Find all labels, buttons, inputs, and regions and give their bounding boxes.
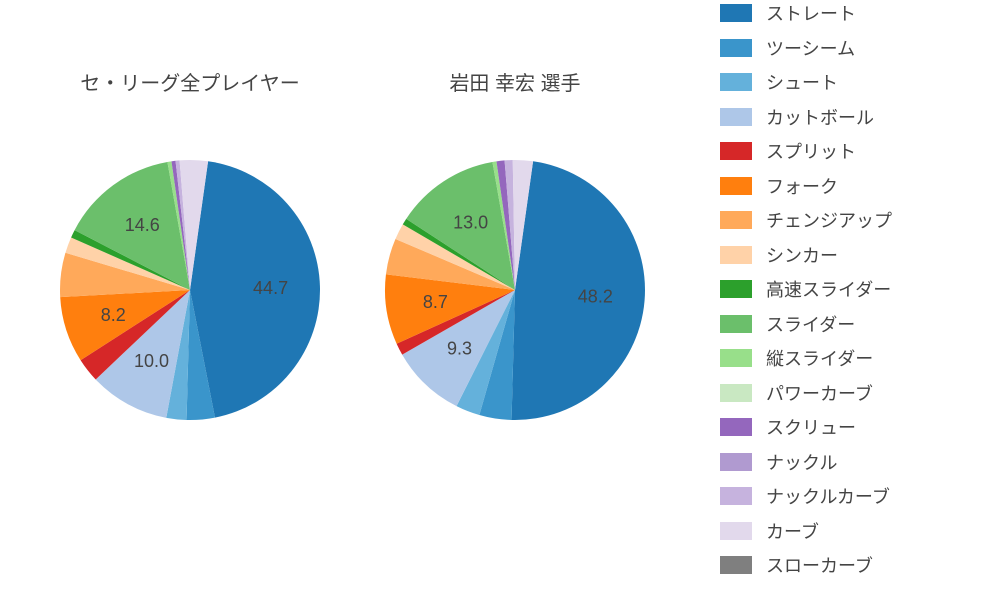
legend-item: カーブ [720,518,980,544]
legend-item: スローカーブ [720,552,980,578]
legend-label: ナックル [766,449,837,475]
chart-area: セ・リーグ全プレイヤー 44.7 10.0 8.2 14.6 岩田 幸宏 選手 48.2 9.… [0,0,680,600]
legend-label: スローカーブ [766,552,873,578]
legend-swatch [720,39,752,57]
legend-item: ナックル [720,449,980,475]
legend-swatch [720,349,752,367]
legend-item: カットボール [720,104,980,130]
legend-item: チェンジアップ [720,207,980,233]
legend-swatch [720,522,752,540]
pie-slice-label: 10.0 [134,351,169,371]
legend-swatch [720,315,752,333]
legend-label: 縦スライダー [766,345,873,371]
legend-label: ツーシーム [766,35,855,61]
legend-label: チェンジアップ [766,207,892,233]
pie-title-right: 岩田 幸宏 選手 [449,72,580,95]
legend-swatch [720,453,752,471]
legend-item: スライダー [720,311,980,337]
legend-item: フォーク [720,173,980,199]
legend-item: シュート [720,69,980,95]
legend-label: ストレート [766,0,856,26]
pie-slice-label: 9.3 [447,339,472,359]
legend-label: 高速スライダー [766,276,891,302]
pie-slice-label: 14.6 [125,215,160,235]
legend-swatch [720,556,752,574]
legend-label: ナックルカーブ [766,483,890,509]
legend-swatch [720,108,752,126]
legend-item: ツーシーム [720,35,980,61]
legend-swatch [720,418,752,436]
legend-label: パワーカーブ [766,380,873,406]
legend-label: シュート [766,69,838,95]
legend-swatch [720,211,752,229]
pie-slice-label: 48.2 [578,287,613,307]
legend-swatch [720,177,752,195]
legend-label: スプリット [766,138,856,164]
legend-item: ナックルカーブ [720,483,980,509]
legend-swatch [720,280,752,298]
legend-swatch [720,4,752,22]
legend-label: シンカー [766,242,838,268]
legend-swatch [720,384,752,402]
legend-item: スクリュー [720,414,980,440]
legend-item: ストレート [720,0,980,26]
legend-label: フォーク [766,173,838,199]
pie-slice-label: 8.2 [101,305,126,325]
legend-label: スクリュー [766,414,856,440]
legend-label: カットボール [766,104,874,130]
legend-label: カーブ [766,518,819,544]
legend-item: シンカー [720,242,980,268]
legend-swatch [720,142,752,160]
legend-label: スライダー [766,311,855,337]
legend: ストレートツーシームシュートカットボールスプリットフォークチェンジアップシンカー… [720,0,980,587]
pie-title-left: セ・リーグ全プレイヤー [80,72,299,95]
legend-item: 縦スライダー [720,345,980,371]
pie-slice-label: 13.0 [453,213,488,233]
pie-slice-label: 8.7 [423,292,448,312]
legend-swatch [720,487,752,505]
legend-item: パワーカーブ [720,380,980,406]
pie-slice-label: 44.7 [253,278,288,298]
legend-swatch [720,246,752,264]
pie-charts-svg: セ・リーグ全プレイヤー 44.7 10.0 8.2 14.6 岩田 幸宏 選手 48.2 9.… [0,0,680,600]
legend-item: スプリット [720,138,980,164]
legend-swatch [720,73,752,91]
legend-item: 高速スライダー [720,276,980,302]
